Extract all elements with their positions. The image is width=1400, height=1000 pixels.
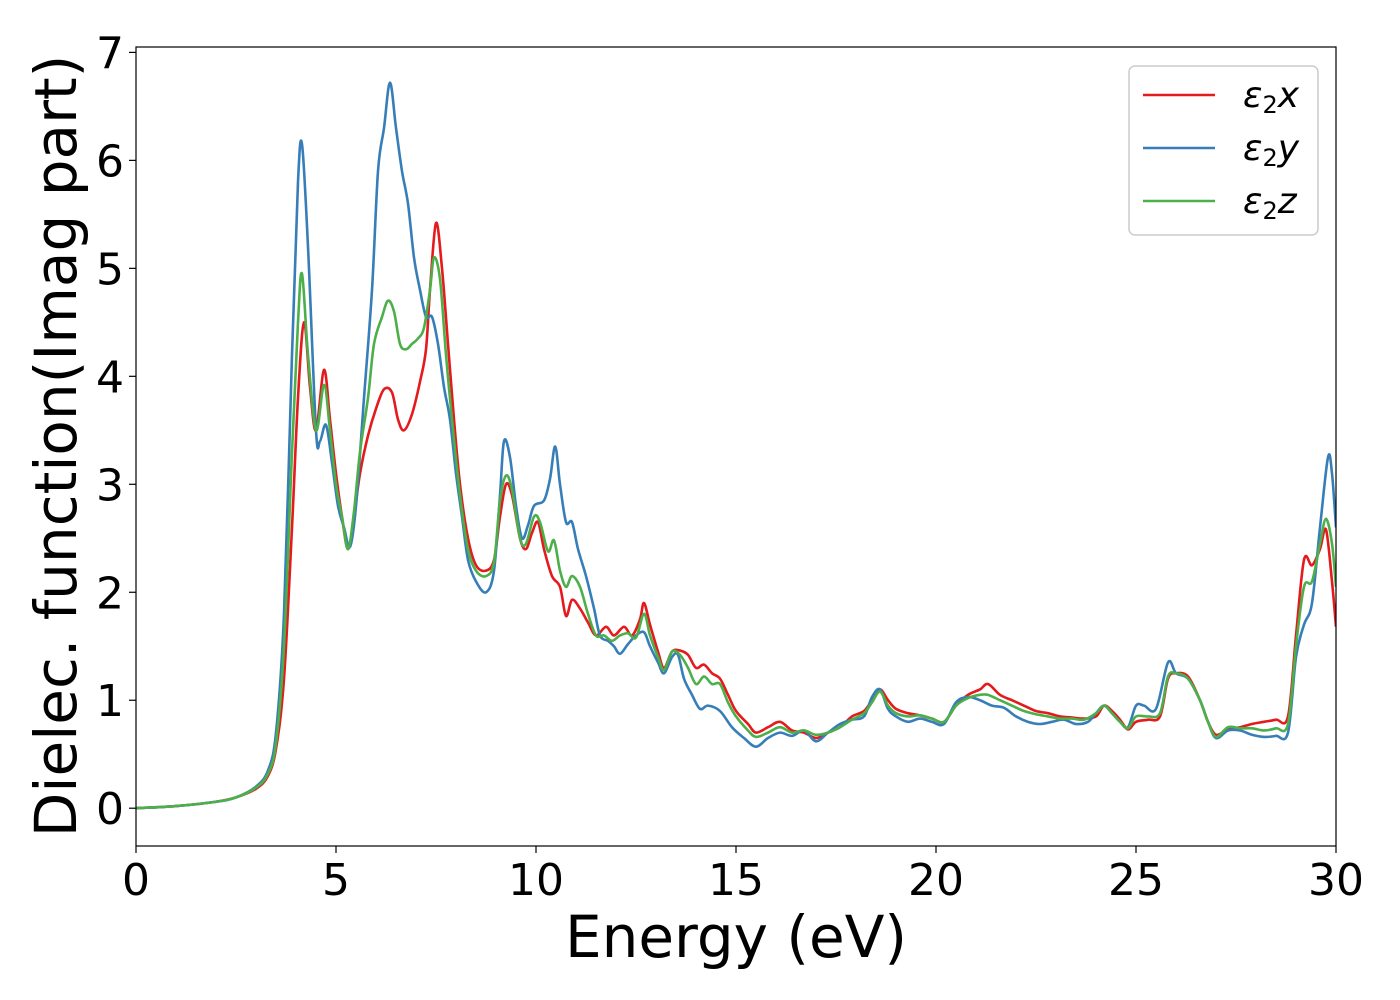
x-tick-label: 10 (508, 855, 564, 906)
y-tick-label: 4 (96, 352, 124, 403)
series-line-3 (136, 255, 1336, 810)
x-tick-label: 5 (322, 855, 350, 906)
legend: ε2x ε2y ε2z (1128, 65, 1319, 236)
legend-label-3: ε2z (1243, 181, 1298, 225)
y-tick-label: 6 (96, 136, 124, 187)
x-tick-label: 15 (708, 855, 764, 906)
x-tick-label: 20 (908, 855, 964, 906)
x-axis-title: Energy (eV) (565, 903, 907, 971)
series-layer (136, 81, 1336, 810)
x-tick-label: 30 (1308, 855, 1364, 906)
y-tick-label: 1 (96, 676, 124, 727)
y-tick-label: 0 (96, 784, 124, 835)
x-tick-label: 0 (122, 855, 150, 906)
y-tick-label: 3 (96, 460, 124, 511)
y-axis-ticks: 0 1 2 3 4 5 6 7 (96, 28, 136, 835)
y-tick-label: 2 (96, 568, 124, 619)
legend-label-2: ε2y (1243, 128, 1300, 172)
legend-box (1128, 65, 1319, 236)
y-axis-title: Dielec. function(Imag part) (22, 55, 90, 838)
y-tick-label: 7 (96, 28, 124, 79)
legend-label-1: ε2x (1243, 75, 1300, 119)
x-tick-label: 25 (1108, 855, 1164, 906)
y-tick-label: 5 (96, 244, 124, 295)
x-axis-ticks: 0 5 10 15 20 25 30 (122, 846, 1364, 906)
series-line-1 (136, 221, 1336, 810)
